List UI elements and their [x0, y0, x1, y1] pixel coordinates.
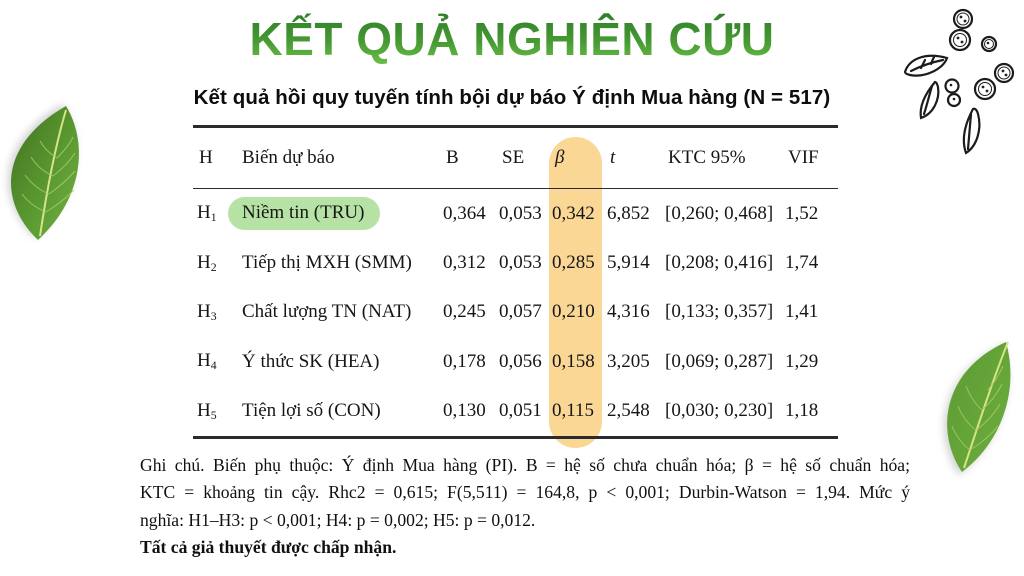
hypothesis-label: H1: [193, 202, 228, 225]
h-subscript: 4: [210, 359, 217, 373]
b-value: 0,312: [443, 252, 486, 274]
table-row-h2: H2 Tiếp thị MXH (SMM) 0,312 0,053 0,285 …: [193, 238, 838, 287]
h-subscript: 2: [210, 260, 217, 274]
accepted-highlight-pill: Niềm tin (TRU): [228, 197, 381, 231]
b-value: 0,245: [443, 301, 486, 323]
table-notes: Ghi chú. Biến phụ thuộc: Ý định Mua hàng…: [140, 452, 910, 562]
table-row-h3: H3 Chất lượng TN (NAT) 0,245 0,057 0,210…: [193, 288, 838, 337]
se-value: 0,053: [499, 252, 542, 274]
t-value: 3,205: [607, 350, 650, 372]
hypothesis-label: H4: [193, 350, 228, 373]
ktc-value: [0,208; 0,416]: [665, 252, 774, 274]
h-subscript: 5: [210, 408, 217, 422]
vif-value: 1,41: [785, 301, 819, 323]
predictor-cell: Tiện lợi số (CON): [242, 400, 381, 422]
predictor-cell: Chất lượng TN (NAT): [242, 301, 412, 323]
predictor-cell: Niềm tin (TRU): [228, 197, 440, 231]
leaf-image-left: [10, 106, 79, 240]
table-row-h1: H1 Niềm tin (TRU) 0,364 0,053 0,342 6,85…: [193, 189, 838, 238]
col-header-beta: β: [555, 147, 565, 168]
h-subscript: 3: [210, 309, 217, 323]
ktc-value: [0,133; 0,357]: [665, 301, 774, 323]
se-value: 0,057: [499, 301, 542, 323]
b-value: 0,364: [443, 202, 486, 224]
se-value: 0,056: [499, 350, 542, 372]
predictor-cell: Ý thức SK (HEA): [242, 350, 380, 372]
t-value: 2,548: [607, 400, 650, 422]
predictor-label: Niềm tin (TRU): [242, 202, 365, 224]
ktc-value: [0,260; 0,468]: [665, 202, 774, 224]
vif-value: 1,52: [785, 202, 819, 224]
table-row-h4: H4 Ý thức SK (HEA) 0,178 0,056 0,158 3,2…: [193, 337, 838, 386]
col-header-t: t: [610, 147, 616, 168]
h-letter: H: [197, 202, 211, 224]
t-value: 6,852: [607, 202, 650, 224]
vif-value: 1,29: [785, 350, 819, 372]
h-letter: H: [197, 399, 211, 421]
page-title: KẾT QUẢ NGHIÊN CỨU: [0, 12, 1024, 66]
hypothesis-label: H5: [193, 400, 228, 423]
beta-value: 0,158: [552, 350, 595, 372]
b-value: 0,178: [443, 350, 486, 372]
leaf-image-bottom-right: [947, 332, 1014, 472]
hypothesis-label: H3: [193, 301, 228, 324]
col-header-se: SE: [502, 147, 525, 168]
table-header-row: H Biến dự báo B SE β t KTC 95% VIF: [193, 125, 838, 189]
predictor-cell: Tiếp thị MXH (SMM): [242, 252, 412, 274]
hypothesis-label: H2: [193, 252, 228, 275]
h-letter: H: [197, 251, 211, 273]
beta-value: 0,210: [552, 301, 595, 323]
beta-value: 0,285: [552, 252, 595, 274]
note-line-2: KTC = khoảng tin cậy. Rhc2 = 0,615; F(5,…: [140, 482, 910, 503]
h-letter: H: [197, 350, 211, 372]
col-header-predictor: Biến dự báo: [242, 147, 335, 168]
se-value: 0,053: [499, 202, 542, 224]
table-caption: Kết quả hồi quy tuyến tính bội dự báo Ý …: [193, 86, 831, 109]
beta-value: 0,342: [552, 202, 595, 224]
regression-table: H Biến dự báo B SE β t KTC 95% VIF H1 Ni…: [193, 125, 838, 448]
h-subscript: 1: [210, 211, 217, 225]
col-header-b: B: [446, 147, 459, 168]
note-line-3: nghĩa: H1–H3: p < 0,001; H4: p = 0,002; …: [140, 509, 536, 530]
beta-value: 0,115: [552, 400, 595, 422]
col-header-h: H: [199, 147, 213, 168]
vif-value: 1,18: [785, 400, 819, 422]
table-row-h5: H5 Tiện lợi số (CON) 0,130 0,051 0,115 2…: [193, 387, 838, 436]
b-value: 0,130: [443, 400, 486, 422]
table-body: H1 Niềm tin (TRU) 0,364 0,053 0,342 6,85…: [193, 189, 838, 439]
berries-doodle-illustration: [903, 8, 1015, 155]
h-letter: H: [197, 301, 211, 322]
t-value: 4,316: [607, 301, 650, 323]
ktc-value: [0,030; 0,230]: [665, 400, 774, 422]
t-value: 5,914: [607, 252, 650, 274]
note-conclusion: Tất cả giả thuyết được chấp nhận.: [140, 537, 397, 558]
vif-value: 1,74: [785, 252, 819, 274]
se-value: 0,051: [499, 400, 542, 422]
col-header-vif: VIF: [788, 147, 819, 168]
note-line-1: Ghi chú. Biến phụ thuộc: Ý định Mua hàng…: [140, 455, 910, 475]
ktc-value: [0,069; 0,287]: [665, 350, 774, 372]
col-header-ktc: KTC 95%: [668, 147, 746, 168]
